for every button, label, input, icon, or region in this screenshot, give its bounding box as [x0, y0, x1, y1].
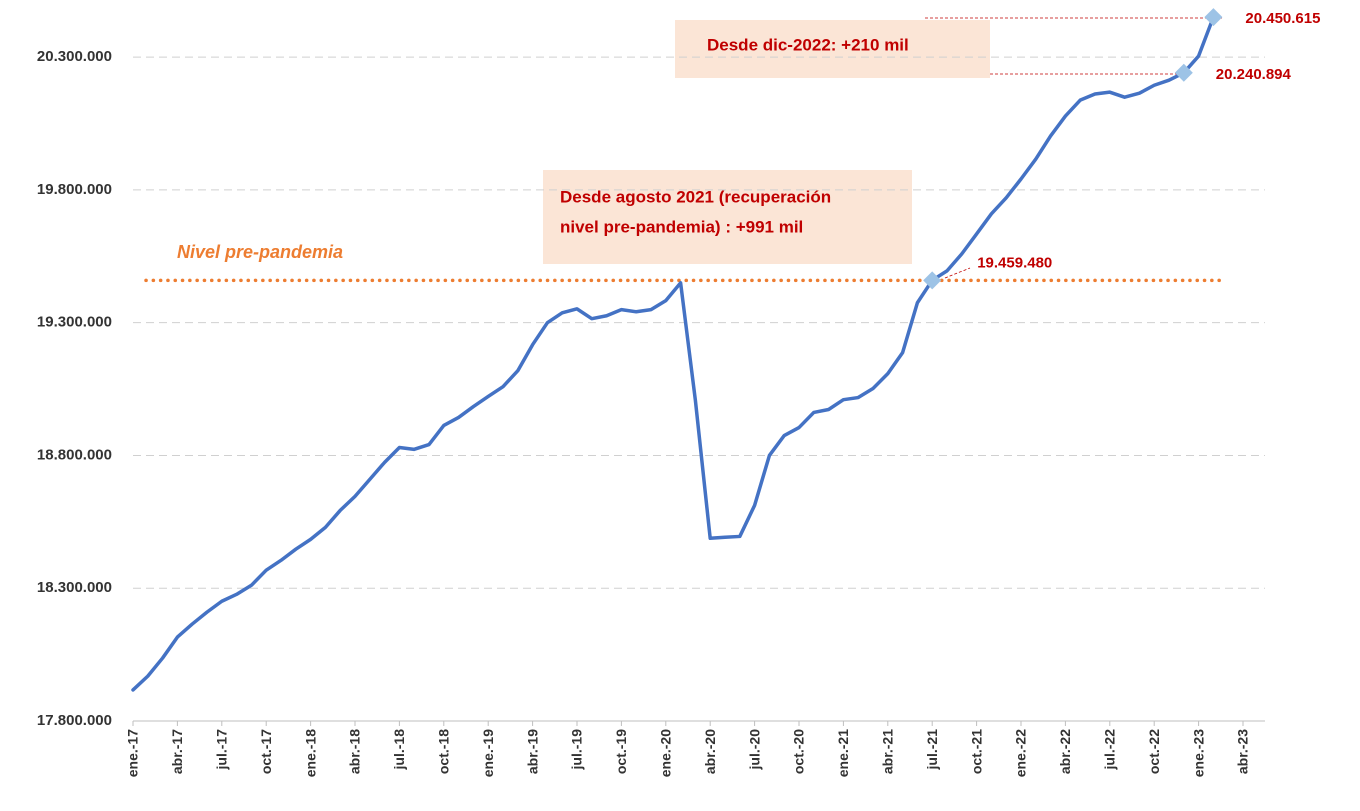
annotation-box: [675, 20, 990, 78]
x-tick-label: jul.-22: [1102, 729, 1118, 771]
highlight-marker: [1204, 8, 1223, 27]
y-tick-label: 20.300.000: [37, 48, 112, 65]
annotation-box: [543, 170, 912, 264]
x-tick-label: jul.-20: [746, 729, 762, 771]
x-tick-label: jul.-19: [569, 729, 585, 771]
y-tick-label: 19.800.000: [37, 181, 112, 198]
x-tick-label: abr.-23: [1235, 729, 1251, 774]
y-tick-label: 18.300.000: [37, 579, 112, 596]
x-tick-label: oct.-18: [436, 729, 452, 774]
value-label: 19.459.480: [977, 254, 1052, 271]
x-tick-label: ene.-23: [1190, 729, 1206, 777]
x-tick-label: oct.-22: [1146, 729, 1162, 774]
x-tick-label: jul.-18: [391, 729, 407, 771]
x-tick-label: abr.-19: [524, 729, 540, 774]
leader-line: [944, 267, 971, 279]
reference-label: Nivel pre-pandemia: [177, 242, 343, 262]
x-tick-label: oct.-17: [258, 729, 274, 774]
annotation: Desde agosto 2021 (recuperación: [560, 187, 831, 206]
annotation: nivel pre-pandemia) : +991 mil: [560, 217, 803, 236]
y-tick-label: 18.800.000: [37, 446, 112, 463]
x-tick-label: ene.-18: [302, 729, 318, 777]
y-tick-label: 19.300.000: [37, 314, 112, 331]
value-label: 20.240.894: [1216, 66, 1292, 83]
x-tick-label: abr.-20: [702, 729, 718, 774]
highlight-marker: [923, 271, 942, 290]
annotation: Desde dic-2022: +210 mil: [707, 35, 909, 54]
highlight-marker: [1174, 63, 1193, 82]
x-tick-label: ene.-21: [835, 729, 851, 777]
x-tick-label: abr.-17: [169, 729, 185, 774]
x-tick-label: abr.-21: [880, 729, 896, 774]
x-tick-label: oct.-20: [791, 729, 807, 774]
value-label: 20.450.615: [1245, 10, 1320, 27]
x-tick-label: jul.-21: [924, 729, 940, 771]
x-tick-label: oct.-21: [968, 729, 984, 774]
x-tick-label: ene.-17: [125, 729, 141, 777]
x-tick-label: jul.-17: [214, 729, 230, 771]
x-tick-label: abr.-18: [347, 729, 363, 774]
x-tick-label: ene.-20: [658, 729, 674, 777]
y-tick-label: 17.800.000: [37, 712, 112, 729]
x-tick-label: ene.-22: [1013, 729, 1029, 777]
x-tick-label: oct.-19: [613, 729, 629, 774]
series-line: [131, 15, 1216, 692]
x-tick-label: abr.-22: [1057, 729, 1073, 774]
x-tick-label: ene.-19: [480, 729, 496, 777]
